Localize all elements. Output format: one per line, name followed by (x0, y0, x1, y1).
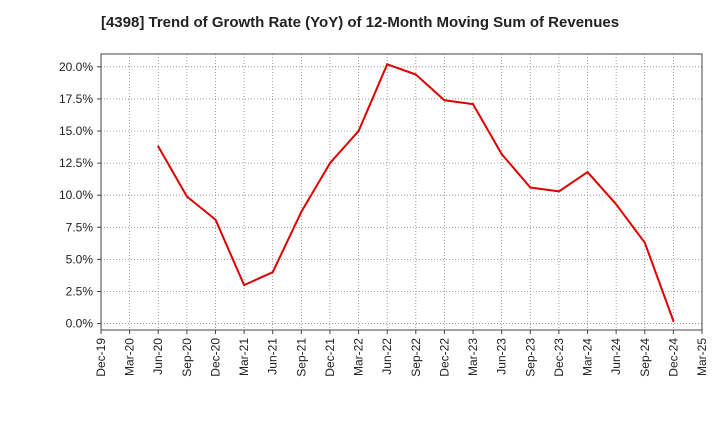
data-point (472, 103, 475, 106)
x-tick-label: Mar-24 (581, 338, 595, 376)
x-tick-label: Mar-22 (352, 338, 366, 376)
y-tick-label: 2.5% (66, 284, 94, 298)
x-tick-label: Sep-22 (409, 338, 423, 377)
data-point (615, 203, 618, 206)
x-tick-label: Jun-20 (151, 338, 165, 375)
y-tick-label: 10.0% (59, 188, 93, 202)
x-tick-label: Mar-23 (466, 338, 480, 376)
x-tick-label: Dec-20 (208, 338, 222, 377)
y-tick-label: 7.5% (66, 220, 94, 234)
x-tick-label: Jun-23 (495, 338, 509, 375)
data-point (586, 171, 589, 174)
data-point (243, 284, 246, 287)
data-point (328, 162, 331, 165)
data-point (443, 99, 446, 102)
x-tick-label: Sep-23 (523, 338, 537, 377)
plot-area (101, 54, 702, 330)
x-tick-label: Jun-22 (380, 338, 394, 375)
data-point (214, 218, 217, 221)
x-tick-label: Mar-21 (237, 338, 251, 376)
data-point (185, 195, 188, 198)
x-tick-label: Dec-24 (666, 338, 680, 377)
data-point (529, 186, 532, 189)
x-tick-label: Mar-20 (123, 338, 137, 376)
data-point (414, 73, 417, 76)
x-tick-label: Mar-25 (695, 338, 709, 376)
x-tick-label: Dec-19 (94, 338, 108, 377)
y-tick-label: 5.0% (66, 252, 94, 266)
x-tick-label: Jun-24 (609, 338, 623, 375)
plot-border (100, 53, 703, 331)
data-point (357, 130, 360, 133)
data-point (643, 241, 646, 244)
x-tick-label: Sep-21 (294, 338, 308, 377)
x-tick-label: Sep-24 (638, 338, 652, 377)
x-tick-label: Sep-20 (180, 338, 194, 377)
x-tick-label: Jun-21 (266, 338, 280, 375)
x-tick-label: Dec-22 (437, 338, 451, 377)
data-point (672, 320, 675, 323)
chart-title: [4398] Trend of Growth Rate (YoY) of 12-… (100, 14, 620, 31)
y-tick-label: 15.0% (59, 124, 93, 138)
data-point (557, 190, 560, 193)
y-tick-label: 17.5% (59, 92, 93, 106)
data-point (500, 153, 503, 156)
y-tick-label: 0.0% (66, 317, 94, 331)
x-tick-label: Dec-21 (323, 338, 337, 377)
data-point (271, 271, 274, 274)
data-point (300, 210, 303, 213)
x-tick-label: Dec-23 (552, 338, 566, 377)
data-point (157, 145, 160, 148)
data-point (386, 63, 389, 66)
y-tick-label: 12.5% (59, 156, 93, 170)
y-tick-label: 20.0% (59, 60, 93, 74)
